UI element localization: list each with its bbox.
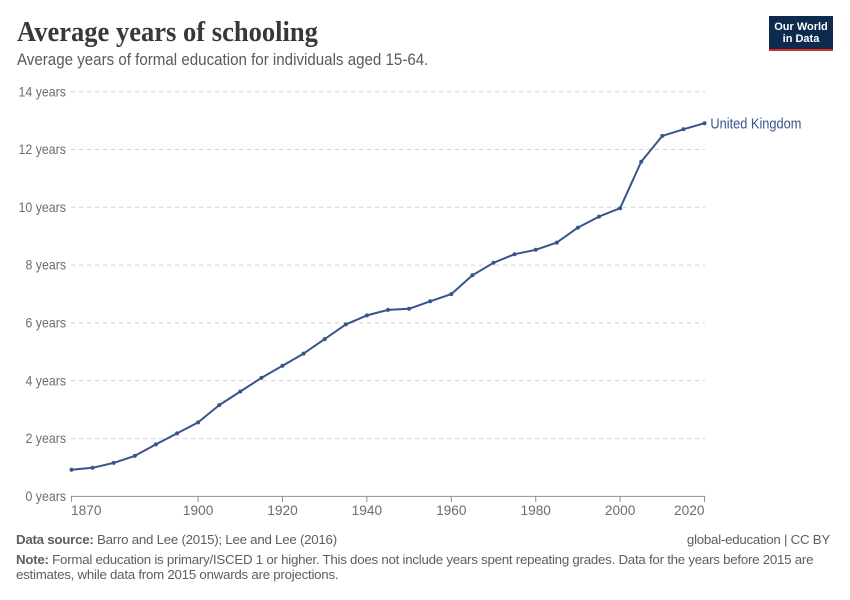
svg-text:2000: 2000 — [605, 503, 636, 518]
svg-text:2020: 2020 — [674, 503, 705, 518]
svg-text:10 years: 10 years — [19, 200, 67, 215]
svg-text:1920: 1920 — [267, 503, 298, 518]
svg-text:12 years: 12 years — [19, 142, 67, 157]
svg-text:United Kingdom: United Kingdom — [710, 116, 801, 132]
svg-text:1960: 1960 — [436, 503, 467, 518]
svg-text:14 years: 14 years — [19, 84, 67, 99]
svg-text:1940: 1940 — [352, 503, 383, 518]
svg-text:1870: 1870 — [71, 503, 102, 518]
svg-text:4 years: 4 years — [26, 373, 67, 388]
svg-text:6 years: 6 years — [26, 316, 67, 331]
svg-text:0 years: 0 years — [26, 489, 67, 504]
svg-text:8 years: 8 years — [26, 258, 67, 273]
svg-text:1980: 1980 — [520, 503, 551, 518]
svg-text:1900: 1900 — [183, 503, 214, 518]
svg-text:2 years: 2 years — [26, 431, 67, 446]
